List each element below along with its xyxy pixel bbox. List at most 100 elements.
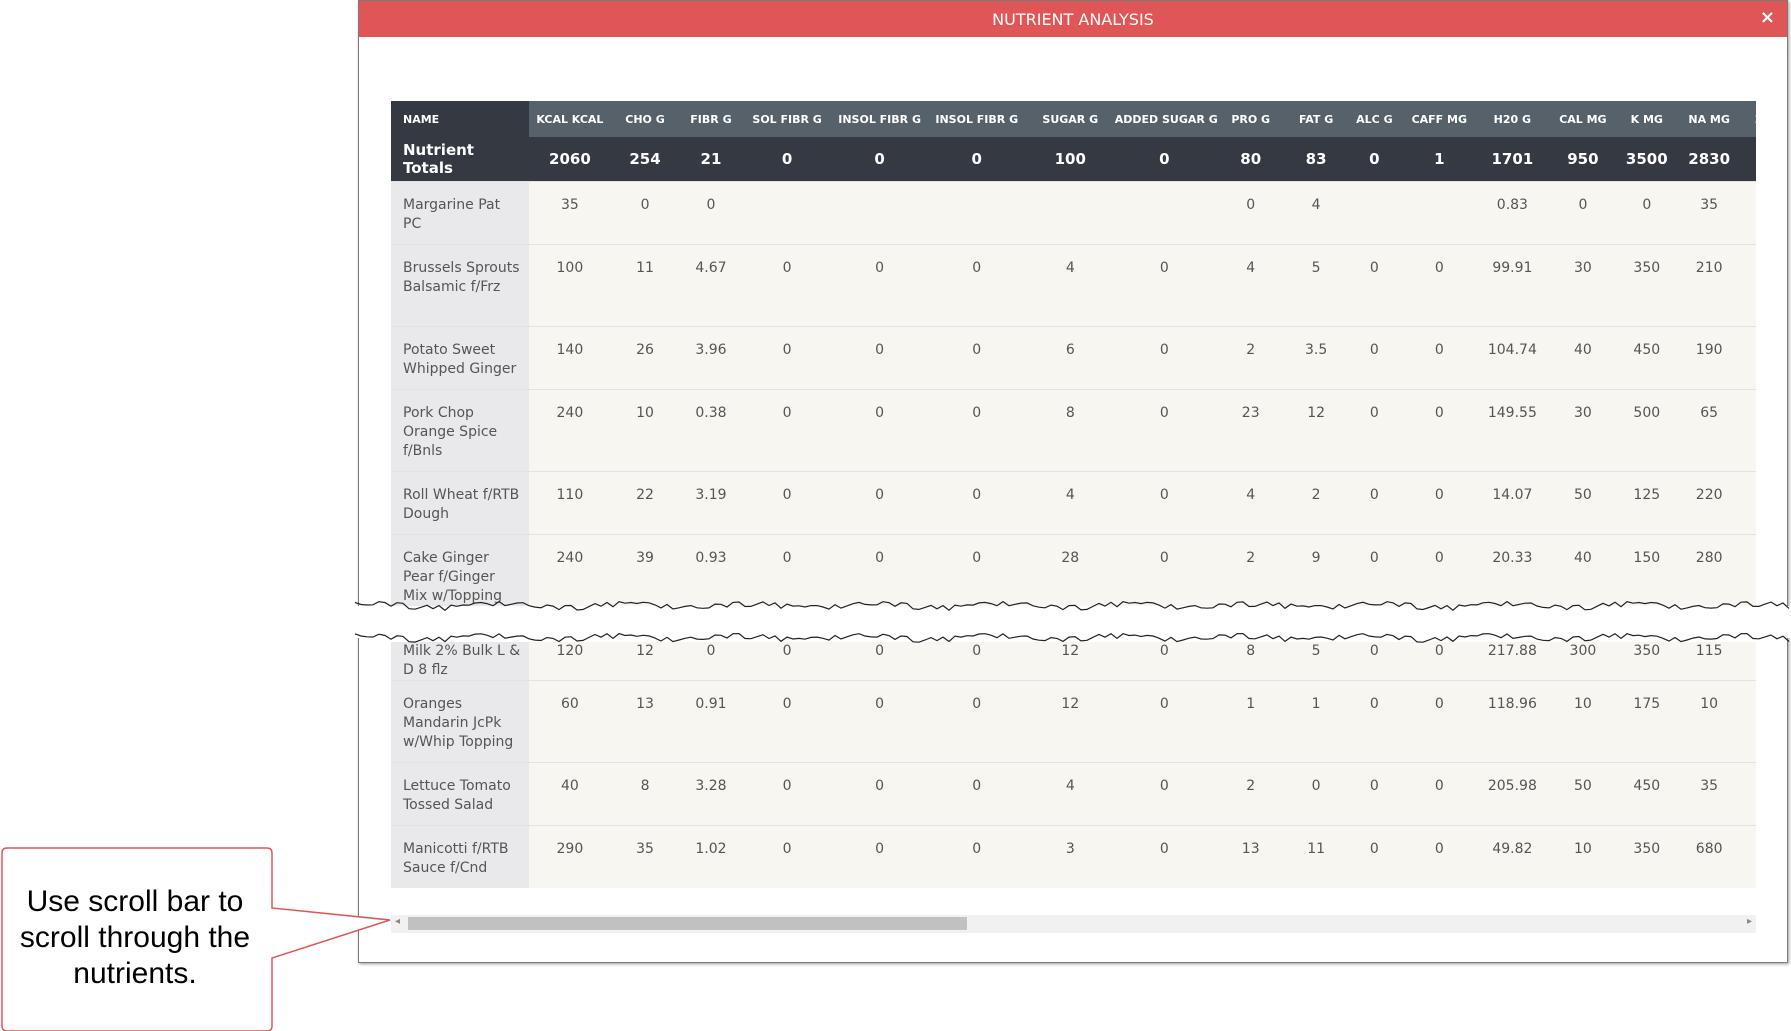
value-cell: 0 [742,762,832,826]
column-header[interactable]: NA MG [1677,101,1741,137]
column-header[interactable]: CAFF MG [1404,101,1475,137]
value-cell: 0 [831,680,928,763]
value-cell: 0 [742,825,832,888]
scrollbar-thumb[interactable] [408,917,967,930]
value-cell: 35 [1677,181,1741,245]
column-header[interactable]: FIBR G [679,101,743,137]
value-cell: 0 [742,471,832,535]
value-cell: 1 [1213,680,1288,763]
callout-text: Use scroll bar to scroll through the nut… [19,885,251,990]
column-header[interactable]: SUGAR G [1025,101,1115,137]
value-cell: 0 [1404,680,1475,763]
value-cell: 49.82 [1474,825,1551,888]
value-cell: 0.4 [1740,762,1756,826]
column-header[interactable]: H20 G [1474,101,1551,137]
column-header[interactable]: ADDED SUGAR G [1114,101,1218,137]
value-cell: 2060 [529,137,611,182]
value-cell: 0 [1344,389,1405,472]
value-cell: 23 [1213,389,1288,472]
value-cell: 0.91 [679,680,743,763]
value-cell: 1701 [1474,137,1551,182]
value-cell: 35 [1677,762,1741,826]
value-cell: 60 [529,680,611,763]
nutrient-table-continued: Milk 2% Bulk L & D 8 flz 120 12 0 0 0 0 12 0 8 5 0 0… [391,642,1756,888]
close-icon[interactable]: × [1759,7,1775,28]
column-header[interactable]: PRO G [1213,101,1288,137]
value-cell [1344,181,1405,245]
value-cell: 30 [1550,244,1616,327]
column-header[interactable]: ZN MG [1740,101,1756,137]
column-header[interactable]: INSOL FIBR G [831,101,928,137]
value-cell: 0 [831,642,928,681]
table-row: Potato Sweet Whipped Ginger 140 26 3.96 0 0 0 6… [391,326,1756,390]
column-header[interactable]: SOL FIBR G [742,101,832,137]
table-bottom-section: Milk 2% Bulk L & D 8 flz 120 12 0 0 0 0 12 0 8 5 0 0… [391,642,1756,901]
nutrient-analysis-modal: NUTRIENT ANALYSIS × NAME KCAL KCAL CHO G FI… [358,0,1788,963]
value-cell: 40 [529,762,611,826]
value-cell: 0 [927,471,1026,535]
tear-line-bottom [355,632,1790,643]
value-cell: 0 [1404,825,1475,888]
value-cell: 0 [1344,762,1405,826]
column-header[interactable]: K MG [1615,101,1678,137]
value-cell: 65 [1677,389,1741,472]
value-cell: 3.96 [679,326,743,390]
horizontal-scrollbar[interactable]: ◂ ▸ [391,915,1756,933]
value-cell: 0 [742,534,832,607]
value-cell: 0 [831,326,928,390]
value-cell: 12 [610,642,680,681]
table-row: Oranges Mandarin JcPk w/Whip Topping 60 13… [391,680,1756,763]
value-cell: 1 [1404,137,1475,182]
value-cell: 0 [1344,244,1405,327]
column-header[interactable]: NAME [391,101,529,137]
value-cell: 0 [1287,762,1345,826]
value-cell: 100 [529,244,611,327]
value-cell: 8 [1213,642,1288,681]
value-cell: 300 [1550,642,1616,681]
food-name-cell: Milk 2% Bulk L & D 8 flz [391,642,529,681]
value-cell: 0 [1344,534,1405,607]
value-cell: 0 [1404,642,1475,681]
value-cell: 500 [1615,389,1678,472]
value-cell: 1.02 [679,825,743,888]
column-header[interactable]: INSOL FIBR G [927,101,1026,137]
table-row: Lettuce Tomato Tossed Salad 40 8 3.28 0 0 0 4 0 2… [391,762,1756,826]
value-cell: 290 [529,825,611,888]
scroll-right-arrow-icon[interactable]: ▸ [1746,916,1752,927]
value-cell: 0 [1404,534,1475,607]
value-cell: 0 [742,642,832,681]
column-header[interactable]: KCAL KCAL [529,101,611,137]
scroll-left-arrow-icon[interactable]: ◂ [395,916,401,927]
column-header[interactable]: ALC G [1344,101,1405,137]
value-cell: 4 [1287,181,1345,245]
value-cell: 190 [1677,326,1741,390]
value-cell: 100 [1025,137,1115,182]
value-cell: 0 [831,389,928,472]
column-header[interactable]: CAL MG [1550,101,1616,137]
value-cell [742,181,832,245]
value-cell: 2 [1213,762,1288,826]
food-name-cell: Brussels Sprouts Balsamic f/Frz [391,244,529,327]
value-cell: 0 [1550,181,1616,245]
table-row: Roll Wheat f/RTB Dough 110 22 3.19 0 0 0 4 0 4 2 0 0… [391,471,1756,535]
value-cell: 12 [1025,642,1115,681]
value-cell: 0 [742,680,832,763]
value-cell [1404,181,1475,245]
value-cell: 3.19 [679,471,743,535]
value-cell: 13 [610,680,680,763]
value-cell: 118.96 [1474,680,1551,763]
value-cell: 4 [1025,762,1115,826]
value-cell: 350 [1615,244,1678,327]
column-header[interactable]: FAT G [1287,101,1345,137]
modal-title: NUTRIENT ANALYSIS [992,9,1154,29]
column-header[interactable]: CHO G [610,101,680,137]
value-cell: 0 [679,642,743,681]
value-cell: 8 [610,762,680,826]
value-cell: 0.01 [1740,181,1756,245]
value-cell: 10 [1550,680,1616,763]
table-row: Pork Chop Orange Spice f/Bnls 240 10 0.38 0 0… [391,389,1756,472]
value-cell: 0 [1213,181,1288,245]
value-cell: 217.88 [1474,642,1551,681]
value-cell: 50 [1550,471,1616,535]
